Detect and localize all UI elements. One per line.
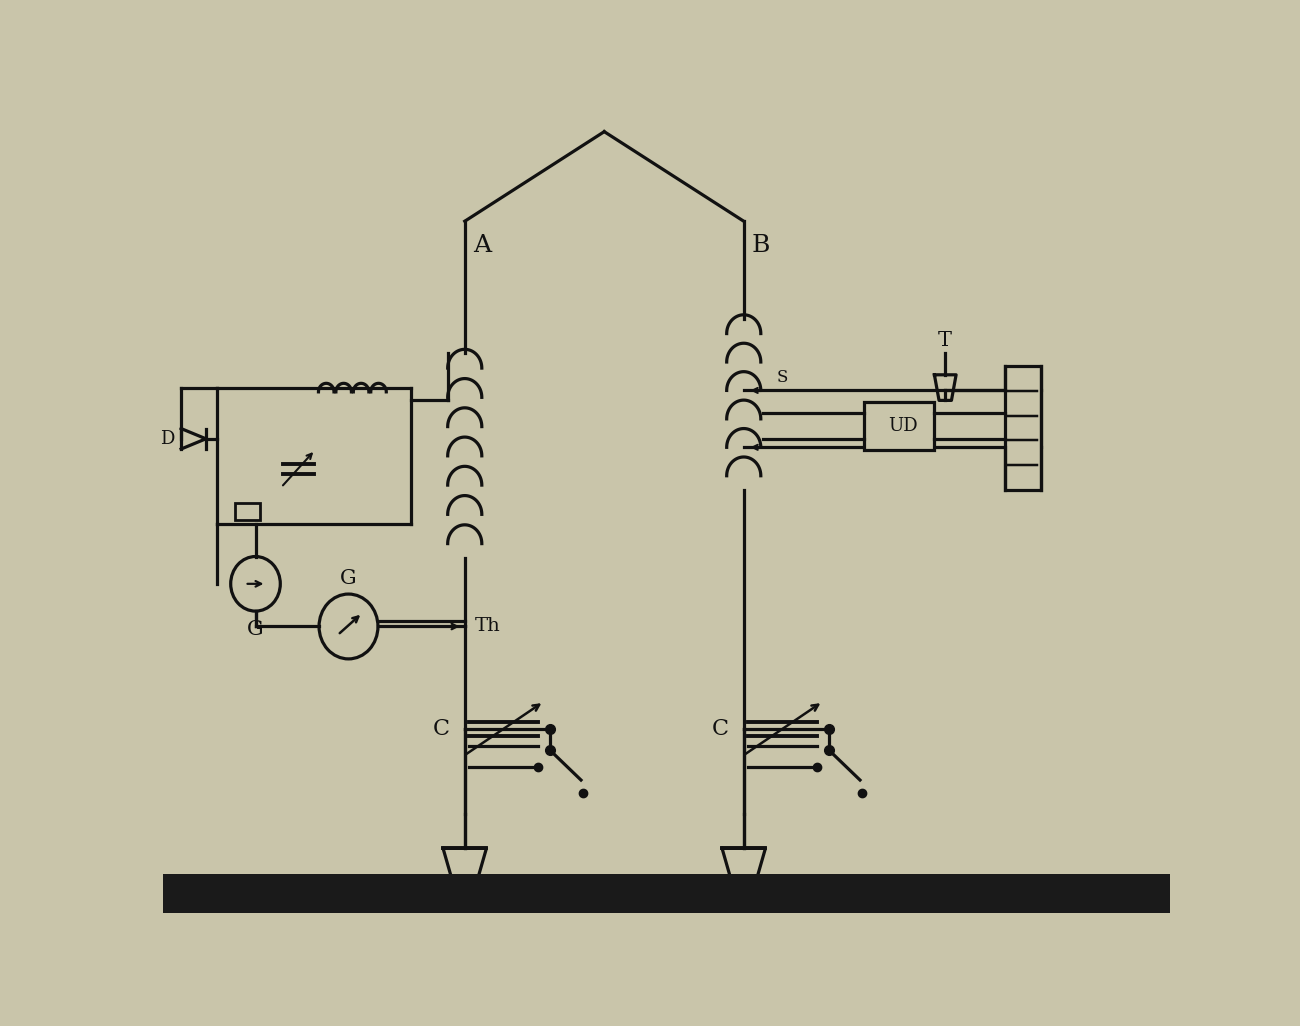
- Text: C: C: [712, 718, 729, 740]
- Text: C: C: [433, 718, 450, 740]
- Text: G: G: [247, 621, 264, 639]
- Text: UD: UD: [888, 417, 918, 435]
- Text: S: S: [777, 369, 788, 386]
- Text: B: B: [751, 234, 770, 256]
- Bar: [162, 874, 1170, 913]
- Bar: [1005, 366, 1040, 490]
- Text: G: G: [341, 569, 356, 588]
- Text: Th: Th: [474, 618, 500, 635]
- Text: A: A: [473, 234, 491, 256]
- Text: alamy: alamy: [226, 884, 285, 903]
- Bar: [864, 402, 933, 449]
- Text: E: E: [736, 891, 751, 912]
- Text: D: D: [160, 430, 174, 447]
- Text: E: E: [456, 891, 473, 912]
- Text: T: T: [939, 331, 952, 350]
- Bar: [235, 503, 260, 520]
